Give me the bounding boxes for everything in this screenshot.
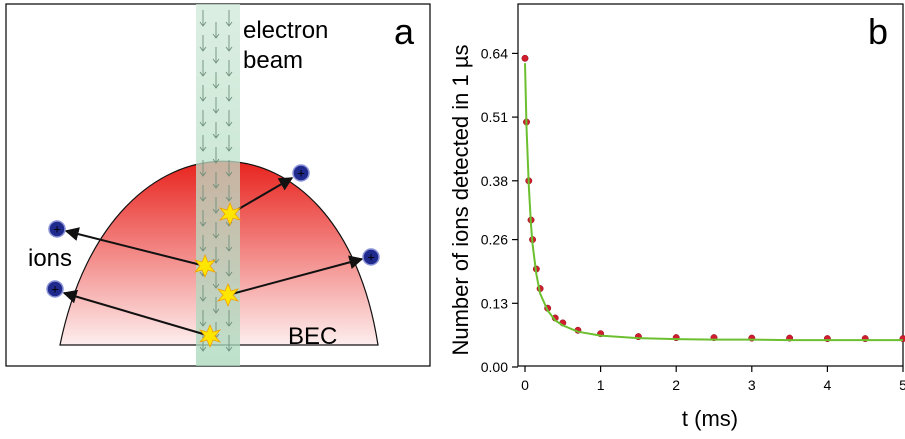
x-tick-label: 1 [597,377,605,393]
ion-icon: + [48,220,66,238]
beam-arrow [199,185,207,202]
beam-label-line1: electron [243,17,328,44]
x-tick-label: 3 [748,377,756,393]
data-points [521,54,905,343]
bec-label: BEC [288,323,337,350]
beam-arrow [225,110,233,127]
beam-arrow [212,22,220,39]
ions-label: ions [28,245,72,272]
beam-arrow [212,147,220,164]
beam-arrow [225,10,233,27]
y-tick-label: 0.26 [481,232,508,248]
ion-arrow [227,255,364,296]
beam-arrow [199,135,207,152]
beam-arrow [212,297,220,314]
y-tick-label: 0.00 [481,359,508,375]
ion-arrow [64,227,206,267]
panel-b-letter: b [868,11,888,52]
beam-arrow [225,35,233,52]
beam-arrow [212,197,220,214]
beam-arrow [199,110,207,127]
collision-sparkles [193,201,242,349]
beam-arrow [199,60,207,77]
beam-arrow [225,335,233,352]
panel-b-chart: 0 1 2 3 4 50.000.130.260.380.510.64 b t (ms) … [448,3,905,431]
ion-symbol: + [53,222,61,237]
x-tick-label: 5 [899,377,905,393]
beam-arrow [212,122,220,139]
beam-arrow [212,47,220,64]
plot-frame [517,3,904,367]
beam-arrow [225,160,233,177]
beam-arrow [212,272,220,289]
ion-symbol: + [297,166,305,181]
x-tick-label: 0 [521,377,529,393]
axis-ticks [512,52,904,372]
x-tick-label: 4 [824,377,832,393]
y-tick-label: 0.38 [481,173,508,189]
beam-arrow [212,97,220,114]
beam-arrow [225,135,233,152]
beam-label-line2: beam [243,47,303,74]
ion-arrow [62,289,211,337]
ions: + + + + [46,164,380,298]
y-axis-label: Number of ions detected in 1 µs [448,44,473,355]
ion-icon: + [46,280,64,298]
beam-arrow [212,172,220,189]
beam-arrow [225,60,233,77]
beam-arrow [199,10,207,27]
panel-a-letter: a [394,11,415,52]
beam-arrow [212,222,220,239]
panel-a: + + + + electron beam ions BEC a [5,3,431,367]
fit-line [524,63,903,342]
y-tick-label: 0.64 [481,45,508,61]
x-axis-label: t (ms) [682,406,738,431]
beam-arrow [225,185,233,202]
ion-icon: + [362,248,380,266]
ion-symbol: + [51,282,59,297]
fit-curve [524,63,903,342]
beam-arrow [199,35,207,52]
beam-arrow [199,235,207,252]
collision-sparkle-icon [216,282,240,308]
ion-icon: + [292,164,310,182]
y-tick-label: 0.13 [481,295,508,311]
beam-arrow [199,85,207,102]
beam-arrow [199,335,207,352]
ion-symbol: + [367,250,375,265]
collision-sparkle-icon [218,201,242,227]
y-tick-label: 0.51 [481,109,508,125]
beam-arrow [199,210,207,227]
beam-arrow [225,310,233,327]
beam-arrow [212,72,220,89]
beam-arrow [199,285,207,302]
beam-arrow [225,260,233,277]
beam-arrow [199,310,207,327]
collision-sparkle-icon [198,323,222,349]
tick-labels: 0 1 2 3 4 5 0.00 0.13 0.26 0.38 0.51 0.64 [481,45,905,393]
beam-arrow [225,235,233,252]
beam-arrow [199,160,207,177]
x-tick-label: 2 [672,377,680,393]
beam-arrow-icon [199,10,233,352]
beam-arrow [225,85,233,102]
collision-sparkle-icon [193,253,217,279]
data-point [521,54,529,62]
